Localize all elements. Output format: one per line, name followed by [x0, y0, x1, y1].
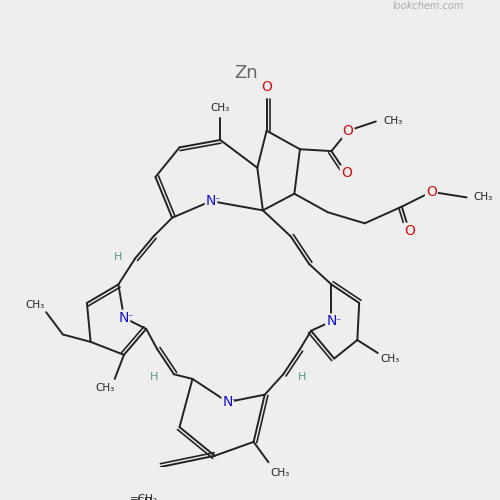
Text: CH₃: CH₃	[474, 192, 493, 202]
Text: N: N	[119, 311, 129, 325]
Text: O: O	[341, 166, 351, 180]
Text: H: H	[150, 372, 158, 382]
Text: CH₃: CH₃	[380, 354, 400, 364]
Text: ⁻: ⁻	[232, 398, 236, 407]
Text: N: N	[326, 314, 336, 328]
Text: H: H	[298, 372, 306, 382]
Text: CH₃: CH₃	[26, 300, 44, 310]
Text: ⁻: ⁻	[214, 196, 220, 206]
Text: CH₃: CH₃	[210, 104, 230, 114]
Text: lookchem.com: lookchem.com	[392, 1, 464, 11]
Text: O: O	[404, 224, 414, 237]
Text: N: N	[222, 395, 233, 409]
Text: =CH₂: =CH₂	[130, 494, 158, 500]
Text: N: N	[206, 194, 216, 208]
Text: ⁻: ⁻	[335, 317, 340, 327]
Text: CH₃: CH₃	[383, 116, 402, 126]
Text: O: O	[261, 80, 272, 94]
Text: O: O	[426, 185, 437, 199]
Text: H: H	[114, 252, 122, 262]
Text: =CH₂: =CH₂	[128, 496, 156, 500]
Text: Zn: Zn	[234, 64, 258, 82]
Text: ⁻: ⁻	[128, 314, 133, 324]
Text: CH₃: CH₃	[95, 383, 114, 393]
Text: O: O	[342, 124, 353, 138]
Text: CH₃: CH₃	[270, 468, 289, 478]
